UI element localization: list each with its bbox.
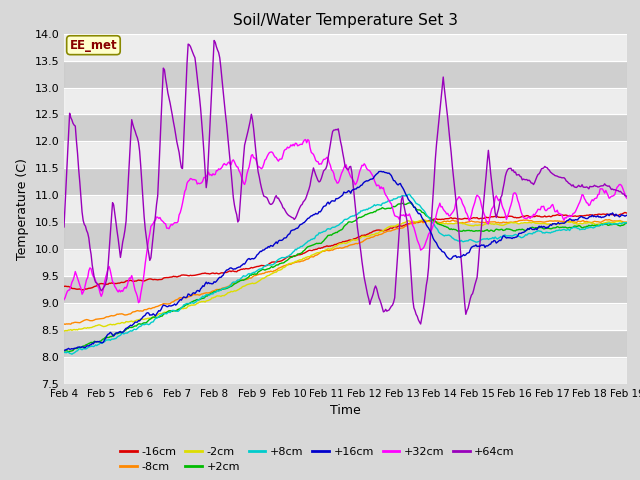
Bar: [64, 114, 627, 142]
Bar: [64, 195, 627, 222]
Bar: [64, 276, 627, 303]
Bar: [64, 60, 627, 87]
Y-axis label: Temperature (C): Temperature (C): [16, 158, 29, 260]
Bar: [64, 303, 627, 330]
Bar: [64, 142, 627, 168]
Bar: [64, 222, 627, 249]
Bar: [64, 249, 627, 276]
Text: EE_met: EE_met: [70, 39, 117, 52]
X-axis label: Time: Time: [330, 405, 361, 418]
Bar: [64, 330, 627, 357]
Legend: -16cm, -8cm, -2cm, +2cm, +8cm, +16cm, +32cm, +64cm: -16cm, -8cm, -2cm, +2cm, +8cm, +16cm, +3…: [116, 442, 519, 477]
Bar: [64, 87, 627, 114]
Bar: [64, 34, 627, 60]
Title: Soil/Water Temperature Set 3: Soil/Water Temperature Set 3: [233, 13, 458, 28]
Bar: [64, 168, 627, 195]
Bar: [64, 357, 627, 384]
